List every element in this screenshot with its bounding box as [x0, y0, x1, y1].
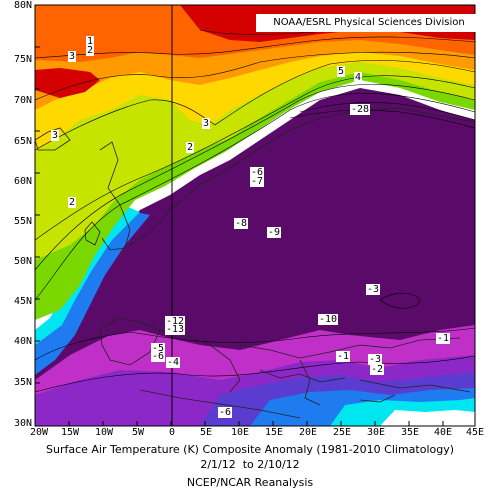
contour-label: -6: [218, 407, 233, 418]
contour-label: -12: [165, 316, 186, 327]
contour-label: 5: [337, 66, 346, 77]
contour-label: -28: [350, 104, 371, 115]
lat-tick-label: 70N: [13, 95, 32, 106]
white-patch: [380, 410, 475, 426]
contour-label: -1: [436, 333, 451, 344]
lat-tick-label: 30N: [13, 418, 32, 429]
lat-tick-label: 40N: [13, 336, 32, 347]
lon-tick-label: 5W: [131, 427, 145, 438]
map-dates: 2/1/12 to 2/10/12: [200, 458, 300, 471]
blue-ring: [35, 212, 150, 375]
contour-label: -13: [165, 324, 186, 335]
contour-label: -6: [250, 167, 265, 178]
map-title: Surface Air Temperature (K) Composite An…: [45, 443, 455, 456]
contour-label: 2: [186, 142, 195, 153]
lon-tick-label: 40E: [433, 427, 453, 438]
lon-tick-label: 15W: [60, 427, 80, 438]
lat-tick-label: 80N: [13, 0, 32, 11]
lon-tick-label: 20E: [298, 427, 318, 438]
lon-tick-label: 10E: [230, 427, 250, 438]
lat-tick-label: 55N: [13, 216, 32, 227]
lon-tick-label: 0: [168, 427, 176, 438]
lon-tick-label: 30E: [366, 427, 386, 438]
contour-label: 4: [354, 72, 363, 83]
lon-tick-label: 5E: [199, 427, 213, 438]
lon-tick-label: 15E: [264, 427, 284, 438]
contour-label: -5: [151, 343, 166, 354]
contour-label: -7: [250, 176, 265, 187]
contour-label: 2: [68, 197, 77, 208]
contour-label: 2: [86, 45, 95, 56]
contour-lines: [35, 27, 475, 393]
source-label: NOAA/ESRL Physical Sciences Division: [256, 14, 482, 32]
contour-label: -2: [370, 364, 385, 375]
coastlines: [35, 107, 475, 419]
lon-tick-label: 20W: [29, 427, 49, 438]
lat-tick-label: 35N: [13, 377, 32, 388]
contour-label: 3: [51, 130, 60, 141]
lon-tick-label: 45E: [465, 427, 485, 438]
tick-marks: [34, 4, 476, 427]
lon-tick-label: 25E: [332, 427, 352, 438]
dark-red-region: [35, 68, 100, 98]
lon-tick-label: 35E: [400, 427, 420, 438]
lat-tick-label: 75N: [13, 54, 32, 65]
lat-tick-label: 50N: [13, 256, 32, 267]
contour-label: -1: [336, 351, 351, 362]
reanalysis-label: NCEP/NCAR Reanalysis: [186, 476, 314, 489]
lat-tick-label: 45N: [13, 296, 32, 307]
contour-label: -10: [318, 314, 339, 325]
contour-label: -6: [151, 351, 166, 362]
cyan-ring-west: [35, 207, 140, 345]
contour-label: -9: [267, 227, 282, 238]
contour-label: -4: [166, 357, 181, 368]
contour-label: 1: [86, 36, 95, 47]
lat-tick-label: 60N: [13, 176, 32, 187]
contour-label: 3: [68, 51, 77, 62]
lat-tick-label: 65N: [13, 136, 32, 147]
contour-label: -3: [366, 284, 381, 295]
contour-label: 3: [202, 118, 211, 129]
lon-tick-label: 10W: [94, 427, 114, 438]
contour-label: -8: [234, 218, 249, 229]
contour-label: -3: [368, 354, 383, 365]
